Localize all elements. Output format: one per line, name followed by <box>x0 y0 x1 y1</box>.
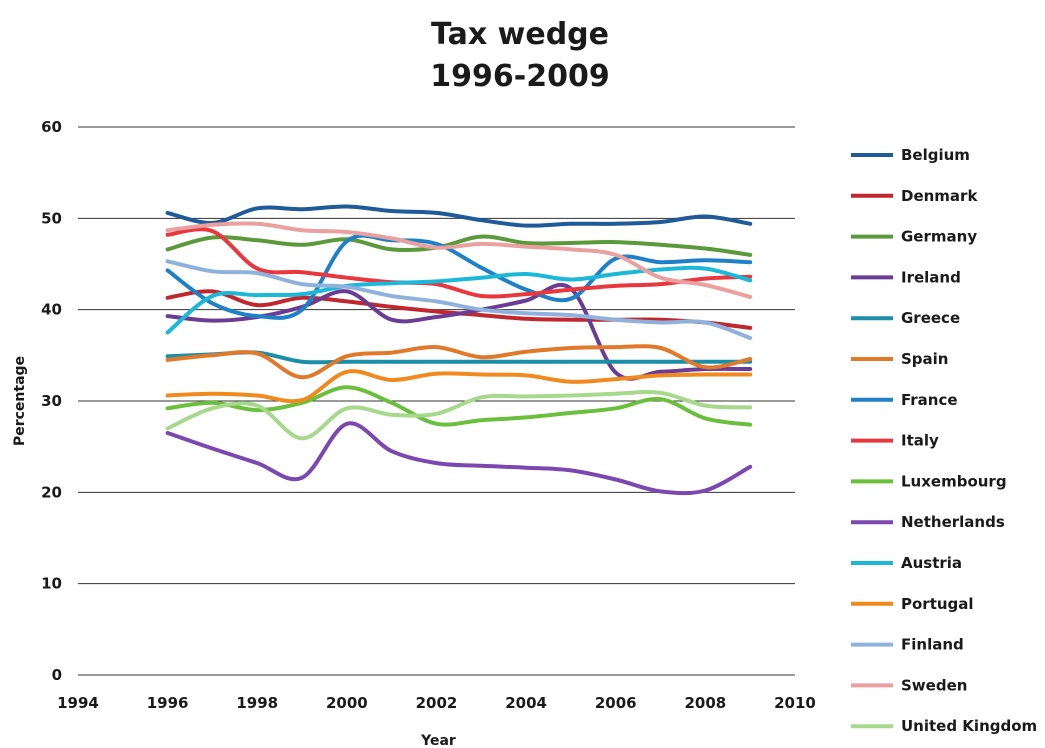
y-axis-title: Percentage <box>12 356 28 446</box>
legend-item-denmark: Denmark <box>851 187 978 205</box>
legend-label: United Kingdom <box>901 717 1037 735</box>
x-axis-tick-labels: 1994 1996 1998 2000 2002 2004 2006 2008 2010 <box>57 694 816 712</box>
x-axis-title: Year <box>420 733 456 748</box>
legend-item-belgium: Belgium <box>851 146 970 164</box>
y-tick-label: 40 <box>41 301 62 319</box>
series-lines <box>165 204 753 496</box>
legend-item-spain: Spain <box>851 350 948 368</box>
series-line-austria <box>165 265 753 335</box>
legend-label: Belgium <box>901 146 970 164</box>
legend-label: Spain <box>901 350 948 368</box>
legend-item-finland: Finland <box>851 636 964 654</box>
legend-label: Sweden <box>901 676 967 694</box>
x-tick-label: 2006 <box>595 694 637 712</box>
y-tick-label: 10 <box>41 575 62 593</box>
x-tick-label: 2010 <box>774 694 816 712</box>
series-line-sweden <box>165 221 753 299</box>
series-line-belgium <box>165 204 753 228</box>
legend-item-germany: Germany <box>851 228 977 246</box>
series-line-ireland <box>165 282 753 381</box>
legend-label: Ireland <box>901 268 961 286</box>
x-tick-label: 2000 <box>326 694 368 712</box>
x-tick-label: 2008 <box>685 694 727 712</box>
y-tick-label: 30 <box>41 392 62 410</box>
legend-label: Portugal <box>901 595 974 613</box>
legend: Belgium Denmark Germany Ireland Greece Spain F… <box>851 146 1037 735</box>
chart-title-line-1: Tax wedge <box>431 17 609 52</box>
series-line-luxembourg <box>165 385 753 427</box>
legend-label: Germany <box>901 228 977 246</box>
legend-item-greece: Greece <box>851 309 960 327</box>
legend-item-france: France <box>851 391 958 409</box>
x-tick-label: 2004 <box>505 694 547 712</box>
legend-label: Austria <box>901 554 962 572</box>
legend-label: Netherlands <box>901 513 1005 531</box>
x-tick-label: 1996 <box>147 694 189 712</box>
x-tick-label: 1994 <box>57 694 99 712</box>
y-tick-label: 20 <box>41 483 62 501</box>
y-tick-label: 50 <box>41 209 62 227</box>
y-tick-label: 0 <box>52 666 62 684</box>
series-line-france <box>165 233 753 320</box>
legend-label: Finland <box>901 636 964 654</box>
legend-label: Greece <box>901 309 960 327</box>
series-line-italy <box>165 227 753 299</box>
chart-title: Tax wedge 1996-2009 <box>430 17 609 94</box>
legend-item-austria: Austria <box>851 554 962 572</box>
series-line-united-kingdom <box>165 390 753 441</box>
y-axis-tick-labels: 0 10 20 30 40 50 60 <box>41 118 62 684</box>
legend-item-united-kingdom: United Kingdom <box>851 717 1037 735</box>
series-line-germany <box>165 234 753 257</box>
series-line-netherlands <box>165 421 753 496</box>
series-line-finland <box>165 259 753 340</box>
x-tick-label: 1998 <box>236 694 278 712</box>
y-tick-label: 60 <box>41 118 62 136</box>
chart-title-line-2: 1996-2009 <box>430 59 609 94</box>
legend-label: France <box>901 391 958 409</box>
legend-item-italy: Italy <box>851 432 939 450</box>
series-line-portugal <box>165 369 753 404</box>
legend-item-sweden: Sweden <box>851 676 967 694</box>
legend-label: Italy <box>901 432 939 450</box>
legend-item-netherlands: Netherlands <box>851 513 1005 531</box>
legend-item-luxembourg: Luxembourg <box>851 472 1007 490</box>
legend-label: Luxembourg <box>901 472 1007 490</box>
x-tick-label: 2002 <box>416 694 458 712</box>
legend-item-portugal: Portugal <box>851 595 974 613</box>
legend-item-ireland: Ireland <box>851 268 961 286</box>
legend-label: Denmark <box>901 187 978 205</box>
series-line-spain <box>165 344 753 380</box>
